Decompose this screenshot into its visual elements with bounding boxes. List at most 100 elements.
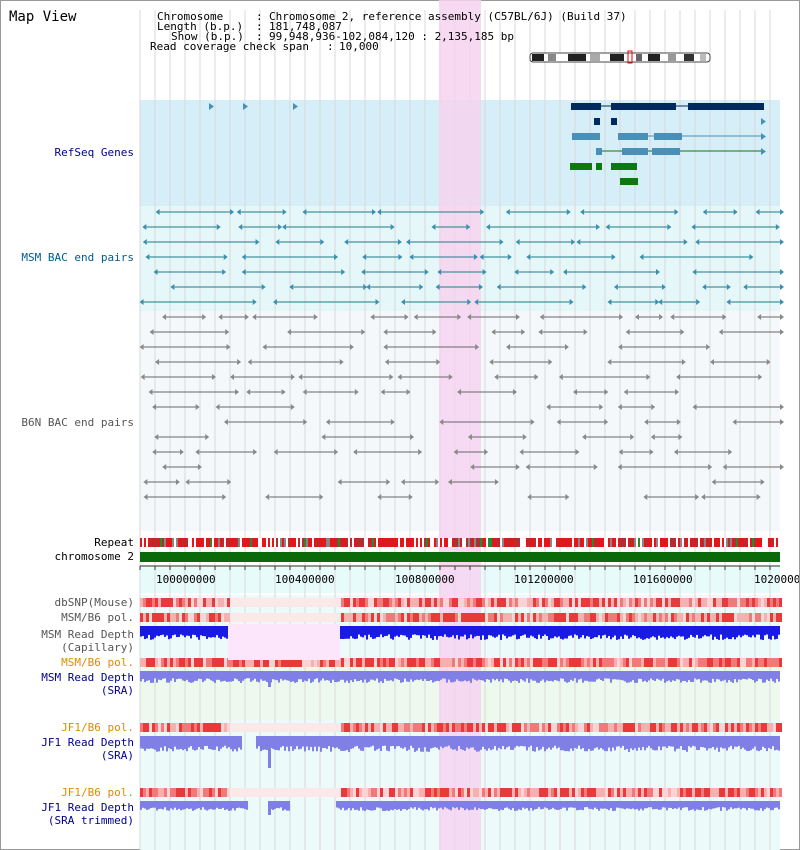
- b6n-bac-end: [185, 479, 190, 485]
- polymorphism-cell: [692, 723, 695, 732]
- track-label-repeat[interactable]: Repeat: [94, 536, 134, 549]
- track-label-dbsnp[interactable]: dbSNP(Mouse): [54, 596, 134, 609]
- read-depth-bar: [222, 736, 224, 748]
- b6n-bac-end: [780, 419, 784, 425]
- polymorphism-cell: [653, 723, 656, 732]
- read-depth-bar: [654, 736, 656, 751]
- polymorphism-cell: [290, 613, 293, 622]
- track-label-jf1-trim[interactable]: JF1 Read Depth: [41, 801, 134, 814]
- track-label-jf1-depth[interactable]: JF1 Read Depth: [41, 736, 134, 749]
- read-depth-bar: [734, 801, 736, 809]
- read-depth-bar: [372, 626, 374, 639]
- b6n-bac-end: [334, 449, 339, 455]
- b6n-bac-end: [439, 419, 444, 425]
- read-depth-bar: [408, 801, 410, 809]
- read-depth-bar: [360, 801, 362, 808]
- polymorphism-cell: [446, 723, 449, 732]
- polymorphism-cell: [191, 613, 194, 622]
- msm-bac-end: [142, 224, 147, 230]
- read-depth-bar: [468, 626, 470, 639]
- read-depth-bar: [354, 736, 356, 747]
- polymorphism-cell: [155, 788, 158, 797]
- track-label-jf1-pol-2[interactable]: JF1/B6 pol.: [61, 786, 134, 799]
- read-depth-bar: [640, 626, 642, 639]
- repeat-element: [202, 538, 204, 547]
- repeat-element: [386, 538, 388, 547]
- read-depth-bar: [540, 801, 542, 810]
- repeat-element: [638, 538, 640, 547]
- polymorphism-cell: [266, 723, 269, 732]
- repeat-element: [616, 538, 618, 547]
- repeat-element: [310, 538, 312, 547]
- polymorphism-cell: [332, 723, 335, 732]
- track-label-refseq[interactable]: RefSeq Genes: [54, 146, 134, 159]
- track-label-msm-depth-cap[interactable]: MSM Read Depth: [41, 628, 134, 641]
- polymorphism-cell: [314, 658, 317, 667]
- polymorphism-cell: [230, 723, 233, 732]
- repeat-element: [250, 538, 252, 547]
- read-depth-bar: [410, 736, 412, 746]
- repeat-element: [742, 538, 744, 547]
- polymorphism-cell: [464, 788, 467, 797]
- polymorphism-cell: [737, 723, 740, 732]
- read-depth-bar: [602, 801, 604, 809]
- polymorphism-cell: [248, 598, 251, 607]
- read-depth-bar: [244, 671, 246, 680]
- repeat-element: [168, 538, 170, 547]
- repeat-element: [370, 538, 372, 547]
- track-label-b6n-bac[interactable]: B6N BAC end pairs: [21, 416, 134, 429]
- track-label-msm-depth-sra[interactable]: MSM Read Depth: [41, 671, 134, 684]
- msm-bac-end: [236, 209, 241, 215]
- polymorphism-cell: [368, 788, 371, 797]
- polymorphism-cell: [194, 658, 197, 667]
- repeat-element: [464, 538, 466, 547]
- repeat-element: [678, 538, 680, 547]
- polymorphism-cell: [485, 598, 488, 607]
- repeat-element: [392, 538, 394, 547]
- read-depth-bar: [670, 671, 672, 682]
- repeat-element: [174, 538, 176, 547]
- polymorphism-cell: [773, 723, 776, 732]
- read-depth-bar: [250, 671, 252, 682]
- read-depth-bar: [774, 671, 776, 683]
- track-label-msm-pol-2[interactable]: MSM/B6 pol.: [61, 656, 134, 669]
- track-label-jf1-pol-1[interactable]: JF1/B6 pol.: [61, 721, 134, 734]
- msm-bac-end: [667, 224, 672, 230]
- read-depth-bar: [434, 626, 436, 637]
- read-depth-bar: [420, 801, 422, 810]
- b6n-bac-end: [205, 434, 210, 440]
- read-depth-bar: [450, 671, 452, 683]
- repeat-element: [596, 538, 598, 547]
- polymorphism-cell: [605, 788, 608, 797]
- read-depth-bar: [142, 801, 144, 808]
- track-label-msm-bac[interactable]: MSM BAC end pairs: [21, 251, 134, 264]
- repeat-element: [306, 538, 308, 547]
- repeat-element: [736, 538, 738, 547]
- polymorphism-cell: [308, 723, 311, 732]
- polymorphism-cell: [293, 613, 296, 622]
- b6n-bac-end: [202, 314, 207, 320]
- b6n-bac-end: [525, 464, 530, 470]
- read-depth-bar: [480, 671, 482, 681]
- read-depth-bar: [558, 671, 560, 682]
- msm-bac-end: [272, 299, 277, 305]
- read-depth-bar: [728, 626, 730, 640]
- polymorphism-cell: [431, 598, 434, 607]
- polymorphism-cell: [293, 598, 296, 607]
- polymorphism-cell: [620, 613, 623, 622]
- read-depth-bar: [730, 671, 732, 682]
- read-depth-bar: [380, 626, 382, 635]
- polymorphism-cell: [386, 788, 389, 797]
- polymorphism-cell: [305, 598, 308, 607]
- read-depth-bar: [184, 801, 186, 810]
- read-depth-bar: [618, 671, 620, 680]
- track-label-msm-pol-1[interactable]: MSM/B6 pol.: [61, 611, 134, 624]
- polymorphism-cell: [686, 658, 689, 667]
- read-depth-bar: [164, 801, 166, 808]
- msm-bac-end: [466, 224, 471, 230]
- read-depth-bar: [528, 626, 530, 638]
- read-depth-bar: [400, 736, 402, 748]
- read-depth-bar: [194, 801, 196, 810]
- track-label-chromosome[interactable]: chromosome 2: [54, 550, 134, 563]
